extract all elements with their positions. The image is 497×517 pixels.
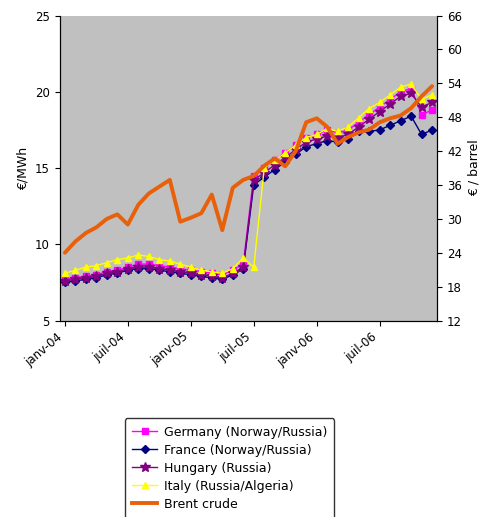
Legend: Germany (Norway/Russia), France (Norway/Russia), Hungary (Russia), Italy (Russia: Germany (Norway/Russia), France (Norway/… <box>125 418 334 517</box>
Y-axis label: € / barrel: € / barrel <box>468 140 481 196</box>
Y-axis label: €/MWh: €/MWh <box>16 146 29 190</box>
